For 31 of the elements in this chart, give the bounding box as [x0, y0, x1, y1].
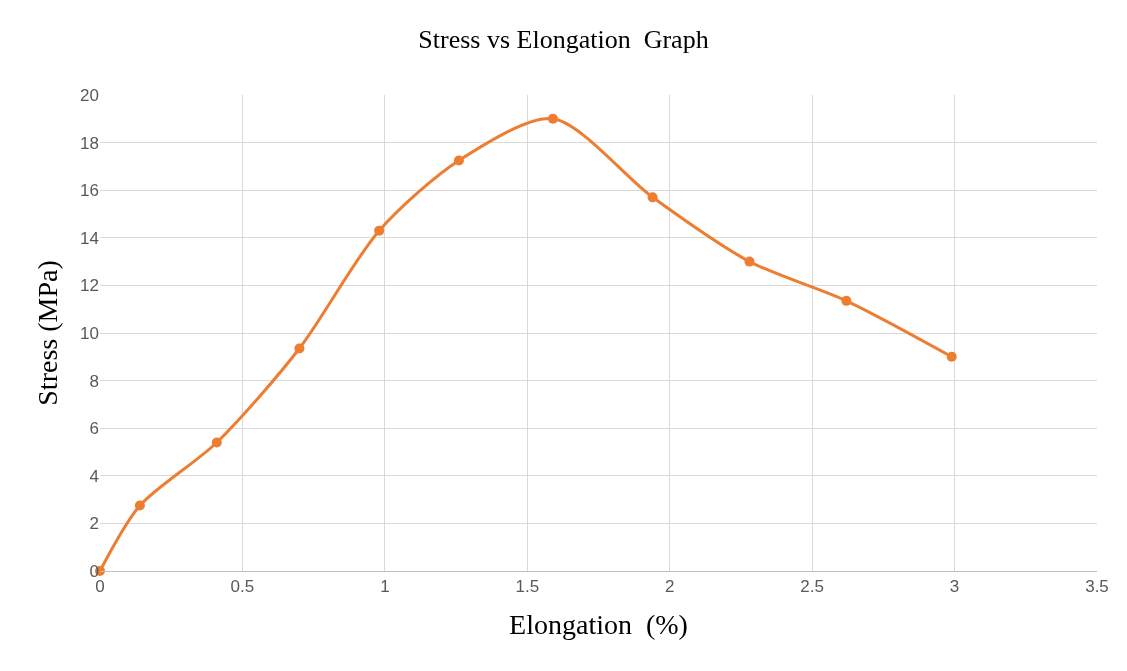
point — [134, 500, 145, 511]
point — [547, 113, 558, 124]
x-tick-label: 2.5 — [800, 577, 824, 597]
point — [211, 437, 222, 448]
chart-title: Stress vs Elongation Graph — [418, 25, 709, 55]
point — [841, 295, 852, 306]
y-tick-label: 2 — [89, 514, 99, 534]
point — [294, 343, 305, 354]
point — [453, 155, 464, 166]
y-tick-label: 10 — [80, 323, 99, 343]
y-tick-label: 0 — [89, 561, 99, 581]
point — [647, 192, 658, 203]
x-tick-label: 2 — [664, 577, 675, 597]
y-tick-label: 4 — [89, 466, 99, 486]
x-axis-title: Elongation (%) — [509, 608, 688, 640]
y-tick-label: 18 — [80, 133, 99, 153]
y-tick-label: 8 — [89, 371, 99, 391]
y-tick-label: 14 — [80, 228, 99, 248]
y-axis-title: Stress (MPa) — [31, 260, 63, 406]
point — [374, 225, 385, 236]
y-tick-label: 16 — [80, 181, 99, 201]
y-tick-label: 20 — [80, 85, 99, 105]
y-tick-label: 12 — [80, 276, 99, 296]
y-tick-label: 6 — [89, 419, 99, 439]
x-tick-label: 3 — [949, 577, 960, 597]
point — [744, 256, 755, 267]
x-tick-label: 1.5 — [515, 577, 540, 597]
x-tick-label: 1 — [380, 577, 390, 597]
x-tick-label: 3.5 — [1085, 577, 1109, 597]
x-tick-label: 0.5 — [230, 577, 255, 597]
point — [946, 351, 957, 362]
